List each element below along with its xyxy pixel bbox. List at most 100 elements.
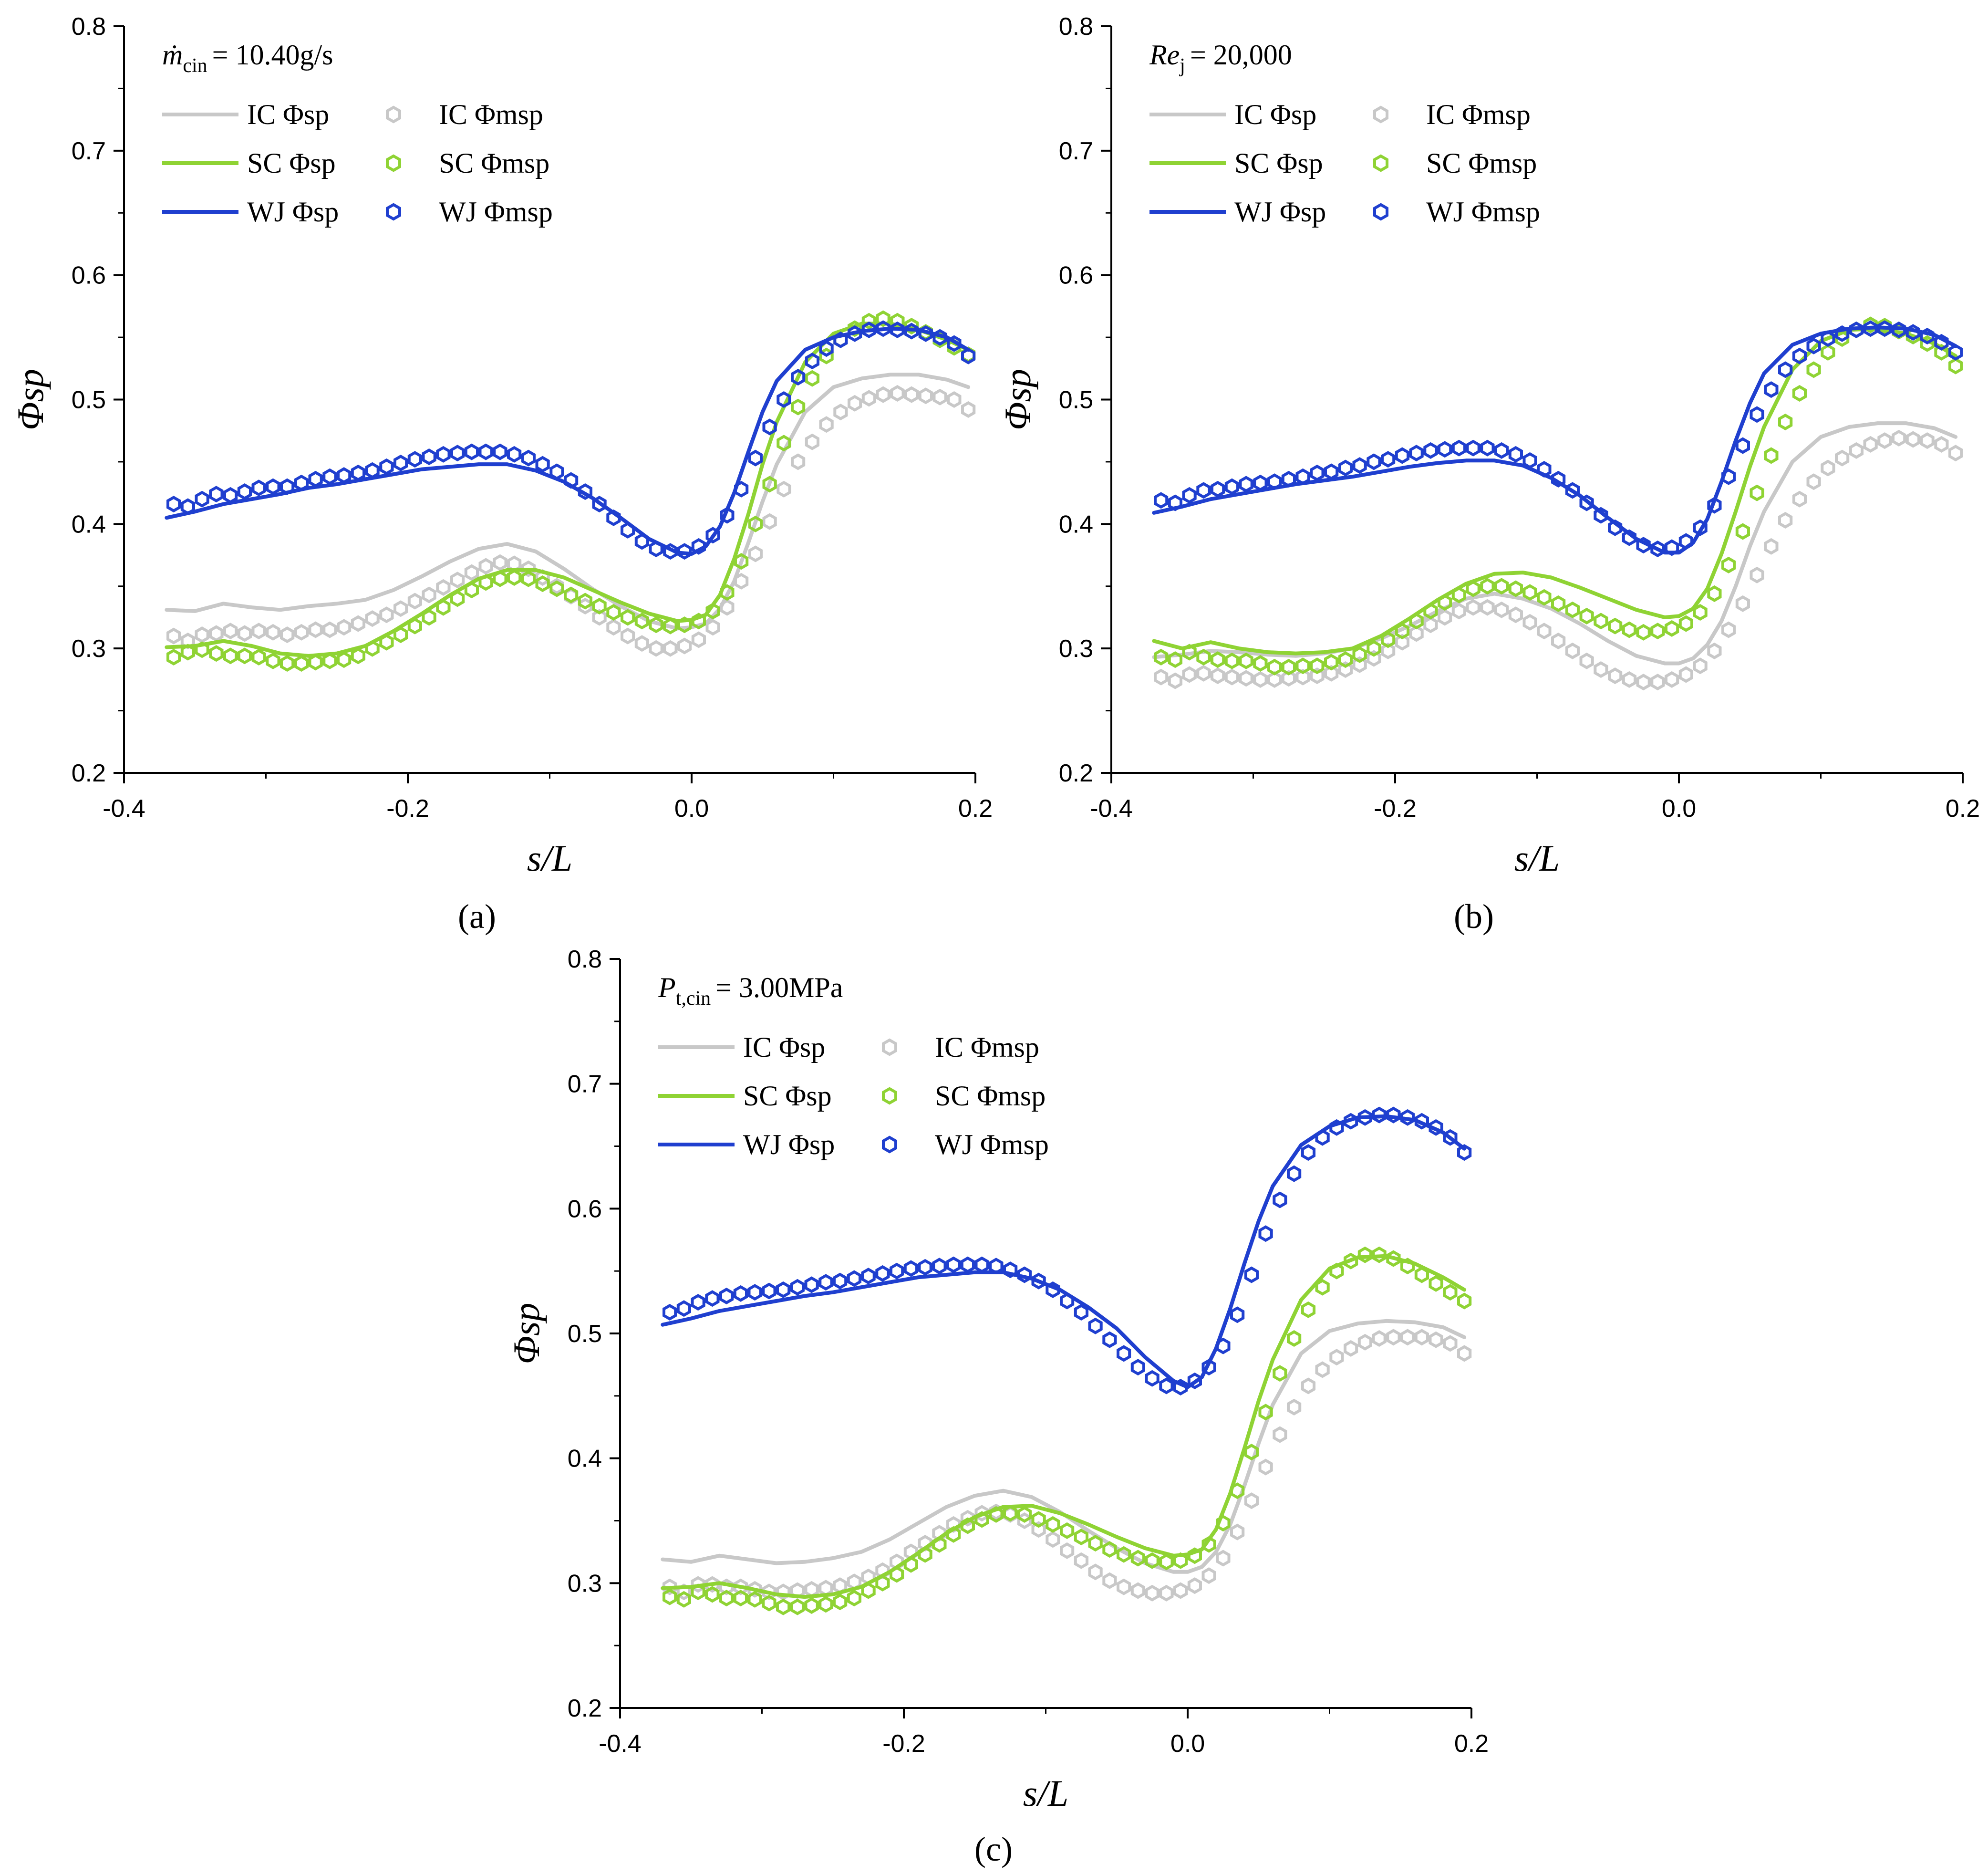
data-point-wj <box>337 467 352 484</box>
x-axis-title: s/L <box>1514 837 1560 879</box>
data-point-ic <box>1130 1582 1145 1599</box>
data-point-wj <box>1522 452 1537 469</box>
data-point-ic <box>606 619 621 636</box>
data-point-ic <box>1281 670 1296 687</box>
data-point-ic <box>748 545 763 562</box>
data-point-sc <box>1287 1330 1302 1347</box>
data-point-sc <box>1735 523 1750 540</box>
data-point-ic <box>1372 1330 1387 1347</box>
data-point-sc <box>1145 1552 1160 1569</box>
data-point-ic <box>1117 1578 1131 1595</box>
legend-label: WJ Φsp <box>743 1129 835 1160</box>
y-tick-label: 0.6 <box>1059 262 1093 290</box>
data-point-sc <box>166 648 181 666</box>
data-point-sc <box>180 644 195 661</box>
data-point-sc <box>677 616 692 634</box>
data-point-sc <box>790 1598 805 1615</box>
data-point-wj <box>266 478 280 495</box>
data-point-wj <box>989 1258 1004 1275</box>
data-point-sc <box>1622 621 1636 638</box>
legend-label: SC Φsp <box>247 147 336 179</box>
data-point-ic <box>1310 667 1325 684</box>
data-point-sc <box>1792 385 1807 402</box>
data-point-sc <box>847 1590 861 1607</box>
data-point-sc <box>1253 655 1268 672</box>
data-point-wj <box>592 496 607 513</box>
data-point-wj <box>1948 344 1963 361</box>
data-point-wj <box>237 483 252 500</box>
data-point-wj <box>1835 325 1850 342</box>
data-point-sc <box>663 1588 677 1605</box>
data-point-ic <box>1678 666 1693 683</box>
data-point-ic <box>1948 445 1963 462</box>
data-point-wj <box>776 1281 791 1298</box>
data-point-ic <box>1443 1335 1458 1352</box>
data-point-sc <box>535 575 550 592</box>
data-point-wj <box>1372 1106 1387 1124</box>
data-point-wj <box>1636 537 1651 554</box>
data-point-wj <box>805 353 819 370</box>
data-point-sc <box>734 553 749 570</box>
data-point-ic <box>1253 671 1268 688</box>
data-point-wj <box>748 449 763 467</box>
data-point-wj <box>904 323 919 340</box>
legend-marker-sc <box>882 1087 897 1105</box>
data-point-sc <box>1750 484 1764 501</box>
data-point-wj <box>621 521 635 539</box>
data-point-wj <box>649 541 663 557</box>
data-point-sc <box>974 1511 989 1528</box>
data-point-ic <box>1154 668 1169 686</box>
chart-panel-c: 0.2 0.3 0.4 0.5 0.6 0.7 0.8 -0.4 -0.2 0.0 0.2 s/L Φs… <box>506 946 1489 1814</box>
data-point-wj <box>1735 437 1750 454</box>
data-point-wj <box>677 543 692 560</box>
data-point-sc <box>1508 580 1523 597</box>
legend-marker-ic <box>1373 105 1388 124</box>
data-point-sc <box>1344 1252 1358 1270</box>
data-point-wj <box>195 490 209 508</box>
data-point-ic <box>1821 459 1835 477</box>
data-point-sc <box>1301 1301 1315 1318</box>
data-point-wj <box>1934 334 1949 351</box>
data-point-wj <box>1074 1304 1088 1321</box>
data-point-wj <box>393 455 408 471</box>
data-point-wj <box>1258 1225 1273 1242</box>
x-tick-label: 0.0 <box>1662 795 1696 822</box>
data-point-sc <box>1281 658 1296 676</box>
data-point-sc <box>1466 580 1481 597</box>
data-point-ic <box>1145 1584 1160 1602</box>
data-point-sc <box>493 570 507 587</box>
data-point-sc <box>720 584 735 601</box>
x-axis-title: s/L <box>527 837 572 879</box>
data-point-sc <box>691 613 706 630</box>
data-point-sc <box>1201 1536 1216 1553</box>
data-point-sc <box>1017 1506 1032 1523</box>
data-point-wj <box>1849 321 1864 338</box>
data-point-sc <box>1400 1258 1415 1275</box>
data-point-sc <box>1046 1516 1060 1533</box>
data-point-ic <box>1451 603 1466 620</box>
data-point-wj <box>1400 1109 1415 1126</box>
data-point-wj <box>1324 463 1339 480</box>
series-line-sc <box>661 1254 1467 1599</box>
data-point-wj <box>1031 1272 1046 1290</box>
data-point-wj <box>1792 347 1807 364</box>
data-point-sc <box>1372 1246 1387 1263</box>
data-point-sc <box>1031 1511 1046 1528</box>
data-point-sc <box>1187 1547 1202 1564</box>
data-point-wj <box>932 1258 947 1275</box>
x-tick-label: 0.2 <box>958 795 993 822</box>
data-point-wj <box>1344 1113 1358 1130</box>
data-point-sc <box>748 515 763 532</box>
data-point-ic <box>1735 595 1750 612</box>
data-point-sc <box>266 652 280 669</box>
data-point-ic <box>649 640 663 657</box>
data-point-sc <box>1423 603 1438 620</box>
data-point-ic <box>961 401 976 418</box>
data-point-wj <box>861 321 876 338</box>
data-point-ic <box>663 1578 677 1595</box>
data-point-wj <box>819 340 834 357</box>
legend-label: SC Φsp <box>743 1080 832 1112</box>
legend-marker-ic <box>386 105 401 124</box>
x-tick-label: 0.0 <box>1170 1730 1205 1758</box>
data-point-sc <box>322 652 337 669</box>
